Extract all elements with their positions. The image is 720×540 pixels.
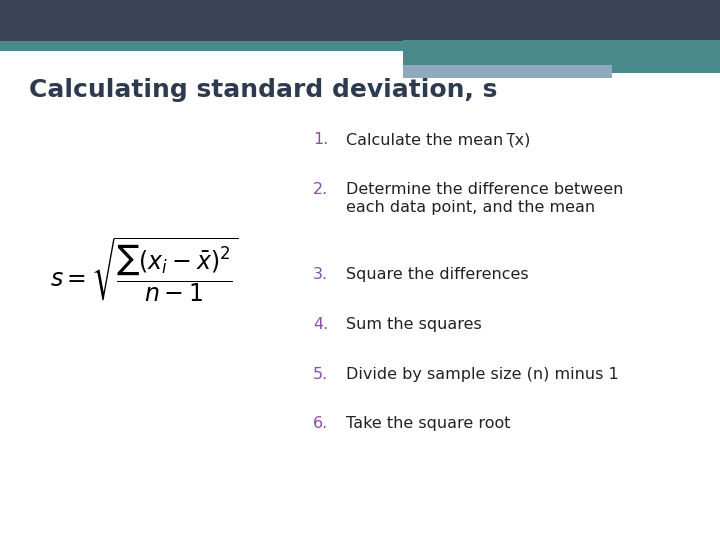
Text: 5.: 5. bbox=[313, 367, 328, 382]
Text: Sum the squares: Sum the squares bbox=[346, 317, 482, 332]
Text: Divide by sample size (n) minus 1: Divide by sample size (n) minus 1 bbox=[346, 367, 618, 382]
Bar bbox=[403, 40, 720, 73]
Text: 4.: 4. bbox=[313, 317, 328, 332]
Bar bbox=[403, 65, 612, 78]
Text: 1.: 1. bbox=[313, 132, 328, 147]
Bar bbox=[0, 0, 720, 40]
Text: Calculating standard deviation, s: Calculating standard deviation, s bbox=[29, 78, 498, 102]
Text: Calculate the mean (̅x): Calculate the mean (̅x) bbox=[346, 132, 530, 147]
Bar bbox=[0, 40, 720, 51]
Text: $s = \sqrt{\dfrac{\sum(x_i - \bar{x})^2}{n-1}}$: $s = \sqrt{\dfrac{\sum(x_i - \bar{x})^2}… bbox=[50, 235, 238, 305]
Text: Square the differences: Square the differences bbox=[346, 267, 528, 282]
Text: 6.: 6. bbox=[313, 416, 328, 431]
Text: 2.: 2. bbox=[313, 182, 328, 197]
Text: Determine the difference between
each data point, and the mean: Determine the difference between each da… bbox=[346, 182, 623, 215]
Text: Take the square root: Take the square root bbox=[346, 416, 510, 431]
Text: 3.: 3. bbox=[313, 267, 328, 282]
